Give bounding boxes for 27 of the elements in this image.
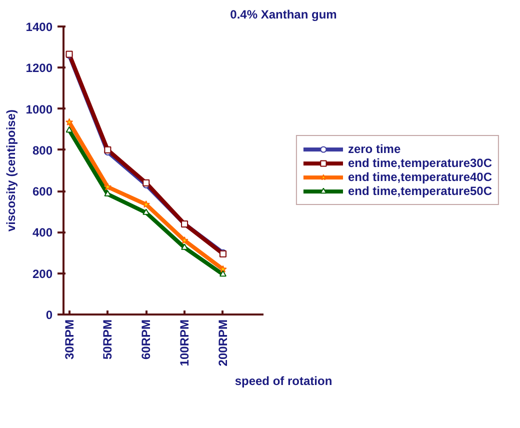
point [180, 236, 188, 244]
y-tick-label: 600 [32, 184, 53, 199]
y-tick-label: 1000 [26, 102, 53, 116]
x-tick-label: 200RPM [216, 319, 230, 366]
y-axis-title: viscosity (centipoise) [4, 109, 18, 232]
legend-label: end time,temperature30C [348, 156, 492, 170]
chart-title: 0.4% Xanthan gum [230, 8, 337, 22]
y-tick-label: 400 [32, 226, 53, 240]
y-tick-label: 1400 [26, 20, 53, 34]
legend-label: end time,temperature50C [348, 184, 492, 198]
legend-label: zero time [348, 142, 401, 156]
point [65, 118, 74, 126]
point [142, 208, 150, 215]
x-tick-label: 60RPM [139, 319, 154, 360]
point [104, 146, 112, 154]
point [104, 182, 112, 190]
y-tick-label: 1200 [26, 61, 53, 76]
x-tick-label: 100RPM [178, 319, 192, 366]
x-tick-label: 50RPM [100, 319, 115, 360]
point [66, 126, 73, 133]
y-tick-label: 800 [32, 143, 53, 158]
y-tick-label: 200 [32, 266, 53, 281]
x-tick-label: 30RPM [62, 319, 76, 360]
y-tick-label: 0 [46, 308, 53, 322]
legend-label: end time,temperature40C [348, 170, 492, 184]
point [219, 270, 226, 277]
x-axis-title: speed of rotation [234, 374, 332, 388]
